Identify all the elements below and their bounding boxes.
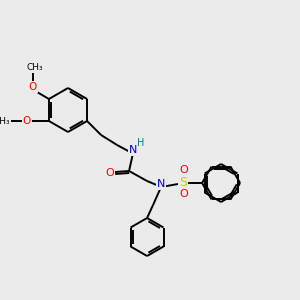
Text: N: N [129, 145, 137, 155]
Text: O: O [29, 82, 37, 92]
Text: CH₃: CH₃ [27, 62, 43, 71]
Text: O: O [180, 189, 188, 199]
Text: O: O [180, 165, 188, 175]
Text: S: S [179, 176, 187, 190]
Text: O: O [23, 116, 31, 126]
Text: H: H [137, 138, 145, 148]
Text: CH₃: CH₃ [0, 116, 10, 125]
Text: O: O [106, 168, 114, 178]
Text: N: N [157, 179, 165, 189]
